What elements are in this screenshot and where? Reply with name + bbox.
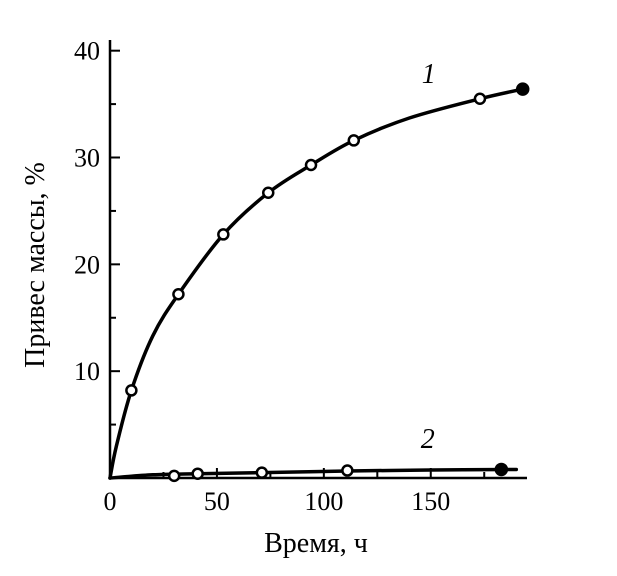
y-axis-title: Привес массы, % — [20, 162, 51, 368]
data-point — [125, 384, 138, 397]
data-point — [261, 186, 275, 200]
x-tick-label: 150 — [411, 487, 450, 516]
y-tick-label: 30 — [74, 144, 100, 173]
y-tick-label: 10 — [74, 357, 100, 386]
data-point — [255, 466, 269, 479]
data-point — [347, 134, 361, 147]
data-point — [341, 464, 354, 477]
series-2 — [108, 462, 519, 483]
x-tick-label: 0 — [104, 487, 117, 516]
y-tick-label: 20 — [74, 250, 100, 279]
axes — [108, 40, 527, 480]
data-point — [515, 82, 530, 96]
series-line — [108, 467, 519, 480]
data-point — [172, 288, 185, 301]
data-point — [494, 462, 509, 477]
labels-layer: 0 50 100 150 10 20 30 40 1 2 — [74, 37, 450, 516]
data-point — [191, 467, 204, 480]
series-1 — [108, 82, 530, 480]
series-label-1: 1 — [422, 59, 436, 90]
data-point — [217, 228, 230, 241]
data-point — [304, 158, 318, 172]
y-tick-label: 40 — [74, 37, 100, 66]
series-line — [108, 87, 525, 480]
x-axis-title: Время, ч — [264, 528, 368, 559]
x-tick-label: 50 — [204, 487, 230, 516]
x-tick-label: 100 — [304, 487, 343, 516]
series-label-2: 2 — [421, 424, 435, 455]
data-point — [473, 92, 487, 106]
data-point — [167, 469, 181, 483]
series-layer — [108, 82, 530, 483]
